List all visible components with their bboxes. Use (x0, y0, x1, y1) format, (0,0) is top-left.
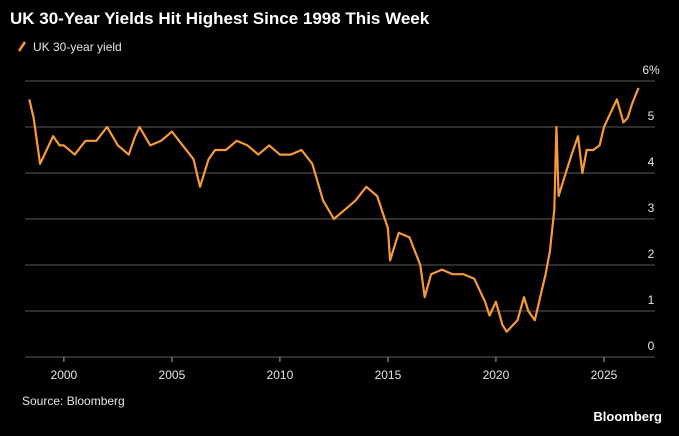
y-tick-label: 4 (648, 155, 655, 169)
source: Source: Bloomberg (22, 394, 125, 408)
series-line (28, 87, 640, 333)
legend-swatch (17, 41, 27, 52)
y-tick-label: 2 (648, 247, 655, 261)
y-tick-label: 1 (648, 293, 655, 307)
x-tick-label: 2025 (591, 368, 618, 382)
x-tick-label: 2010 (267, 368, 294, 382)
x-tick-label: 2005 (159, 368, 186, 382)
legend-label: UK 30-year yield (33, 40, 122, 54)
y-tick-label: 6% (642, 63, 660, 77)
x-tick-label: 2020 (483, 368, 510, 382)
y-tick-label: 5 (648, 109, 655, 123)
brand: Bloomberg (593, 409, 662, 424)
y-tick-label: 3 (648, 201, 655, 215)
x-tick-label: 2015 (375, 368, 402, 382)
x-tick-label: 2000 (51, 368, 78, 382)
y-tick-label: 0 (648, 339, 655, 353)
chart-title: UK 30-Year Yields Hit Highest Since 1998… (10, 9, 430, 28)
